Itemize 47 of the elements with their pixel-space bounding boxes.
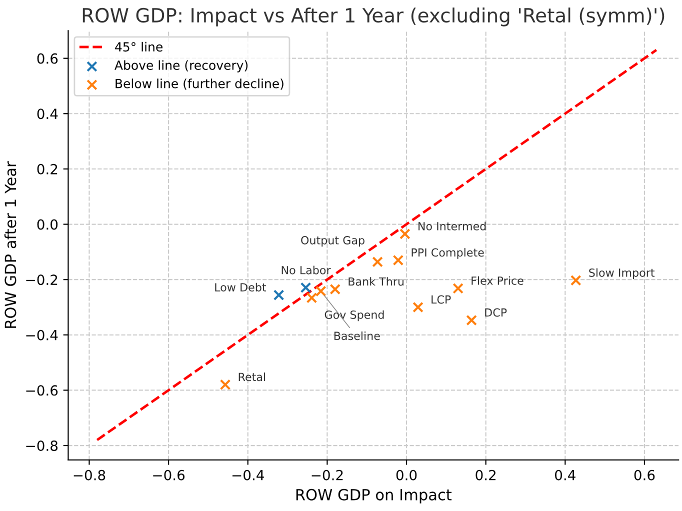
point	[330, 284, 341, 295]
point	[452, 282, 464, 294]
point	[220, 379, 231, 390]
x-tick-label: 0.4	[555, 470, 576, 480]
annotation: Retal	[238, 372, 266, 382]
y-tick-label: −0.2	[26, 274, 58, 286]
chart-title: ROW GDP: Impact vs After 1 Year (excluding 'Retal (symm)')	[82, 8, 664, 26]
point	[273, 290, 284, 300]
y-tick-label: −0.8	[26, 440, 58, 451]
y-tick-label: 0.6	[37, 53, 58, 64]
x-tick-label: 0.6	[634, 470, 655, 480]
legend-label: 45° line	[115, 42, 162, 52]
x-tick-label: −0.2	[312, 470, 343, 480]
annotation: Baseline	[334, 331, 380, 340]
point	[466, 314, 477, 326]
x-tick-label: −0.6	[153, 470, 185, 480]
x-tick-label: 0.2	[476, 470, 496, 480]
legend-label: Above line (recovery)	[114, 60, 248, 72]
x-tick-label: −0.4	[232, 470, 264, 480]
annotation: No Intermed	[418, 222, 486, 230]
point	[306, 292, 318, 304]
point	[372, 256, 383, 268]
annotation: PPI Complete	[412, 248, 484, 259]
annotation: Flex Price	[472, 276, 524, 285]
annotation: No Labor	[282, 266, 331, 274]
annotation: DCP	[485, 308, 507, 317]
point	[300, 282, 312, 294]
x-tick-label: −0.8	[74, 470, 106, 480]
point	[570, 274, 582, 286]
legend-label: Below line (further decline)	[116, 78, 284, 90]
y-tick-label: 0.0	[37, 219, 58, 230]
x-tick-label: 0.0	[396, 470, 417, 480]
point	[399, 228, 410, 240]
annotation: Bank Thru	[348, 277, 404, 286]
point	[315, 286, 326, 297]
annotation: Slow Import	[589, 268, 655, 280]
annotation: Low Debt	[215, 282, 266, 292]
y-tick-label: −0.6	[26, 385, 58, 396]
annotation: LCP	[432, 295, 451, 304]
y-axis-title: ROW GDP after 1 Year	[4, 161, 16, 328]
y-tick-label: 0.2	[37, 164, 58, 174]
point	[392, 254, 404, 266]
x-axis-title: ROW GDP on Impact	[296, 488, 452, 504]
y-tick-label: −0.4	[26, 330, 58, 340]
annotation: Output Gap	[301, 236, 364, 247]
y-tick-label: 0.4	[37, 108, 58, 120]
point	[412, 302, 424, 313]
